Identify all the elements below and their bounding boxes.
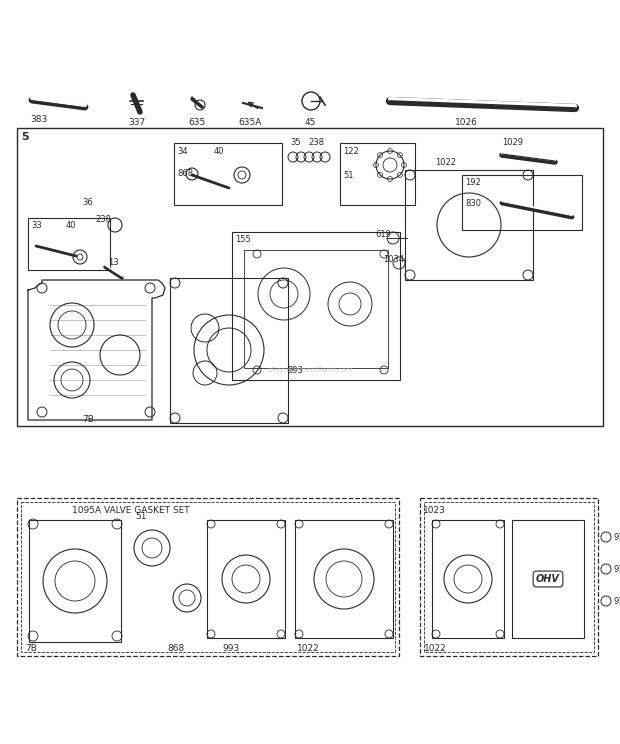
Bar xyxy=(405,170,533,280)
Bar xyxy=(207,520,285,638)
Text: 1034: 1034 xyxy=(383,255,404,264)
Bar xyxy=(424,502,594,652)
Text: 993: 993 xyxy=(222,644,239,653)
Bar xyxy=(17,498,399,656)
Text: 51: 51 xyxy=(135,512,146,521)
Text: 34: 34 xyxy=(177,147,188,156)
Text: 1022: 1022 xyxy=(424,644,447,653)
Text: 238: 238 xyxy=(308,138,324,147)
Text: 7B: 7B xyxy=(82,415,94,424)
Text: 914A: 914A xyxy=(613,565,620,574)
Text: 1029: 1029 xyxy=(502,138,523,147)
Text: 1023: 1023 xyxy=(423,506,446,515)
Text: OHV: OHV xyxy=(536,574,560,584)
Bar xyxy=(17,128,603,426)
Text: 35: 35 xyxy=(290,138,301,147)
Text: 13: 13 xyxy=(108,258,118,267)
Text: 122: 122 xyxy=(343,147,359,156)
Text: 192: 192 xyxy=(465,178,480,187)
Text: 1022: 1022 xyxy=(435,158,456,167)
Text: 337: 337 xyxy=(128,118,145,127)
Bar xyxy=(432,520,504,638)
Text: 5: 5 xyxy=(21,132,29,142)
Bar xyxy=(244,250,388,368)
Text: 1022: 1022 xyxy=(297,644,320,653)
Bar xyxy=(21,502,395,652)
Text: 45: 45 xyxy=(305,118,316,127)
Text: 868: 868 xyxy=(177,169,193,178)
Text: 635A: 635A xyxy=(238,118,262,127)
Text: 914B: 914B xyxy=(613,597,620,606)
Text: 993: 993 xyxy=(287,366,303,375)
Text: 238: 238 xyxy=(95,215,111,224)
Bar xyxy=(29,520,121,642)
Bar xyxy=(462,175,582,230)
Text: 7B: 7B xyxy=(25,644,37,653)
Text: 51: 51 xyxy=(343,171,353,180)
Text: 1095A VALVE GASKET SET: 1095A VALVE GASKET SET xyxy=(72,506,190,515)
Text: 36: 36 xyxy=(82,198,93,207)
Text: 40: 40 xyxy=(66,221,76,230)
Text: eReplacementParts.com: eReplacementParts.com xyxy=(267,367,353,373)
Bar xyxy=(340,143,415,205)
Text: 830: 830 xyxy=(465,199,481,208)
Bar xyxy=(170,278,288,423)
Bar xyxy=(28,218,110,270)
Text: 40: 40 xyxy=(214,147,224,156)
Text: 1026: 1026 xyxy=(455,118,478,127)
Text: 914: 914 xyxy=(613,533,620,542)
Bar xyxy=(232,232,400,380)
Bar xyxy=(420,498,598,656)
Text: 619: 619 xyxy=(375,230,391,239)
Bar xyxy=(295,520,393,638)
Text: 33: 33 xyxy=(31,221,42,230)
Bar xyxy=(174,143,282,205)
Text: 155: 155 xyxy=(235,235,250,244)
Text: 383: 383 xyxy=(30,115,47,124)
Bar xyxy=(512,520,584,638)
Text: 868: 868 xyxy=(167,644,184,653)
Text: 635: 635 xyxy=(188,118,205,127)
